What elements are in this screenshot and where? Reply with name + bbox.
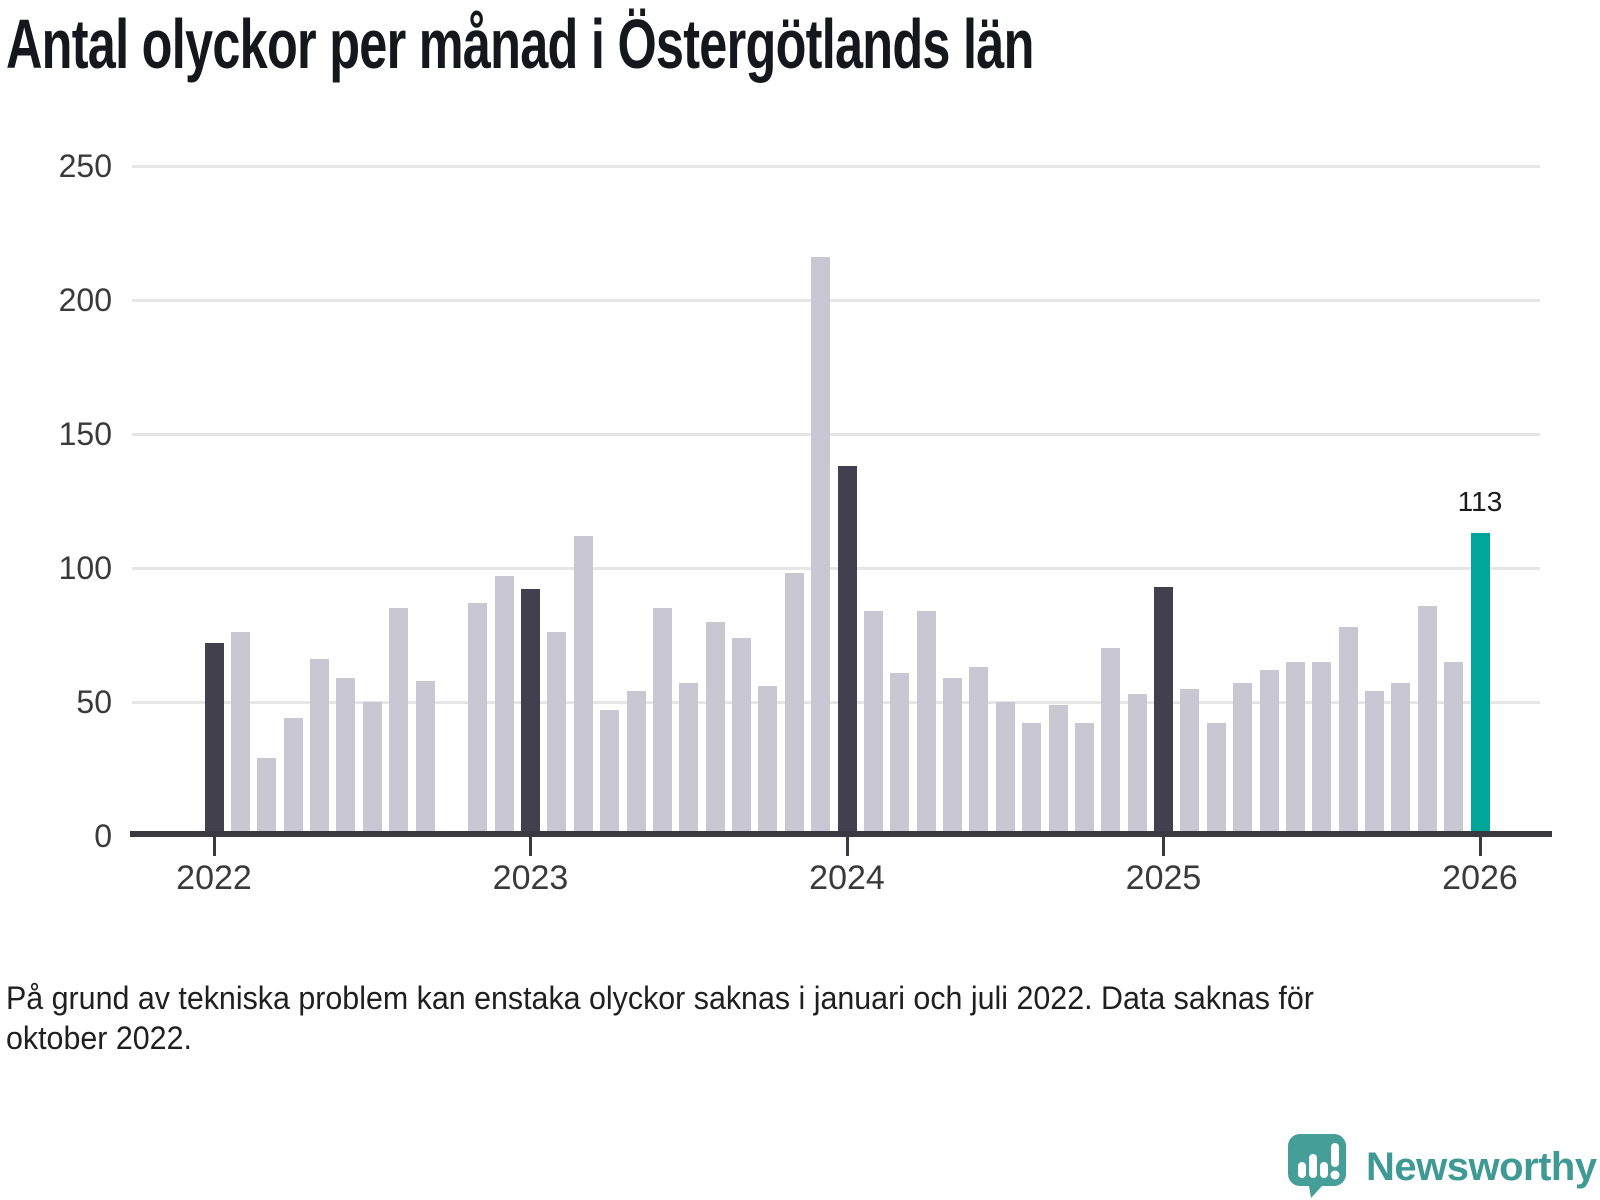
bar-2026-1 — [1470, 533, 1490, 836]
bar-2025-9 — [1365, 691, 1384, 836]
bar-2023-11 — [784, 573, 804, 836]
bar-2025-1 — [1154, 586, 1173, 836]
bar-2022-1 — [204, 643, 224, 836]
bar-2023-5 — [626, 691, 646, 836]
bar-2022-8 — [389, 608, 409, 836]
bar-2023-8 — [705, 621, 725, 836]
y-axis-label-100: 100 — [58, 550, 112, 586]
newsworthy-logo: Newsworthy — [1288, 1134, 1597, 1200]
x-axis-label-2024: 2024 — [809, 859, 885, 897]
y-axis-label-150: 150 — [58, 416, 112, 452]
x-axis-tick-2026 — [1478, 837, 1482, 856]
bar-2023-6 — [652, 608, 672, 836]
bar-2024-3 — [890, 672, 910, 836]
bar-2024-8 — [1022, 723, 1042, 836]
bar-2022-5 — [310, 659, 329, 836]
x-axis-tick-2022 — [212, 837, 216, 856]
bar-2025-8 — [1338, 626, 1358, 836]
gridline-150 — [132, 432, 1540, 436]
bar-2022-7 — [362, 702, 382, 836]
bar-2024-5 — [943, 677, 962, 836]
bar-2023-4 — [600, 710, 620, 836]
y-axis-label-200: 200 — [58, 282, 112, 318]
bar-2022-6 — [336, 677, 356, 836]
bar-2024-4 — [916, 610, 936, 836]
bar-2024-7 — [995, 702, 1015, 836]
bar-2024-2 — [863, 610, 883, 836]
y-axis-label-0: 0 — [94, 818, 112, 854]
gridline-200 — [132, 298, 1540, 302]
bar-2025-4 — [1233, 683, 1253, 836]
latest-value-label: 113 — [1457, 486, 1503, 518]
y-axis-label-50: 50 — [76, 684, 112, 720]
bar-2023-2 — [547, 632, 567, 836]
x-axis-line — [130, 831, 1552, 837]
x-axis-tick-2023 — [529, 837, 532, 856]
chart-title: Antal olyckor per månad i Östergötlands … — [6, 5, 1034, 83]
bar-2024-11 — [1101, 648, 1121, 836]
gridline-100 — [132, 566, 1540, 570]
bar-2025-3 — [1206, 723, 1226, 836]
bar-2022-3 — [257, 758, 277, 836]
bar-2025-11 — [1417, 605, 1437, 836]
bar-2025-10 — [1391, 683, 1411, 836]
gridline-250 — [132, 164, 1540, 168]
bar-2023-7 — [679, 683, 699, 836]
x-axis-label-2022: 2022 — [176, 859, 252, 897]
x-axis-label-2025: 2025 — [1125, 859, 1202, 897]
bar-2022-11 — [468, 602, 488, 836]
bar-2025-12 — [1444, 661, 1464, 836]
bar-2024-6 — [969, 667, 989, 836]
x-axis-tick-2024 — [845, 837, 849, 856]
bar-2023-3 — [573, 535, 593, 836]
bar-2025-2 — [1180, 688, 1200, 836]
bar-2024-9 — [1048, 704, 1068, 836]
bar-2022-12 — [494, 576, 514, 836]
x-axis-label-2023: 2023 — [492, 859, 569, 897]
bar-2024-10 — [1074, 723, 1094, 836]
bar-2022-4 — [283, 718, 303, 836]
x-axis-tick-2025 — [1162, 837, 1165, 856]
x-axis-label-2026: 2026 — [1442, 859, 1518, 897]
newsworthy-logo-icon — [1288, 1134, 1346, 1198]
bar-2023-9 — [732, 637, 751, 836]
bar-2023-10 — [758, 685, 778, 836]
bar-2024-12 — [1127, 693, 1147, 836]
bar-2023-12 — [811, 257, 831, 836]
footnote-line-2: oktober 2022. — [6, 1020, 192, 1056]
newsworthy-logo-text: Newsworthy — [1366, 1145, 1597, 1189]
bar-2025-6 — [1285, 661, 1305, 836]
bar-2023-1 — [521, 589, 540, 836]
bar-2025-7 — [1312, 661, 1332, 836]
gridline-50 — [132, 700, 1540, 704]
bar-2024-1 — [837, 466, 857, 836]
bar-2022-9 — [415, 680, 435, 836]
bar-2022-2 — [230, 632, 250, 836]
y-axis-label-250: 250 — [58, 148, 112, 184]
footnote: På grund av tekniska problem kan enstaka… — [6, 978, 1314, 1058]
bar-2025-5 — [1259, 669, 1279, 836]
footnote-line-1: På grund av tekniska problem kan enstaka… — [6, 980, 1314, 1016]
